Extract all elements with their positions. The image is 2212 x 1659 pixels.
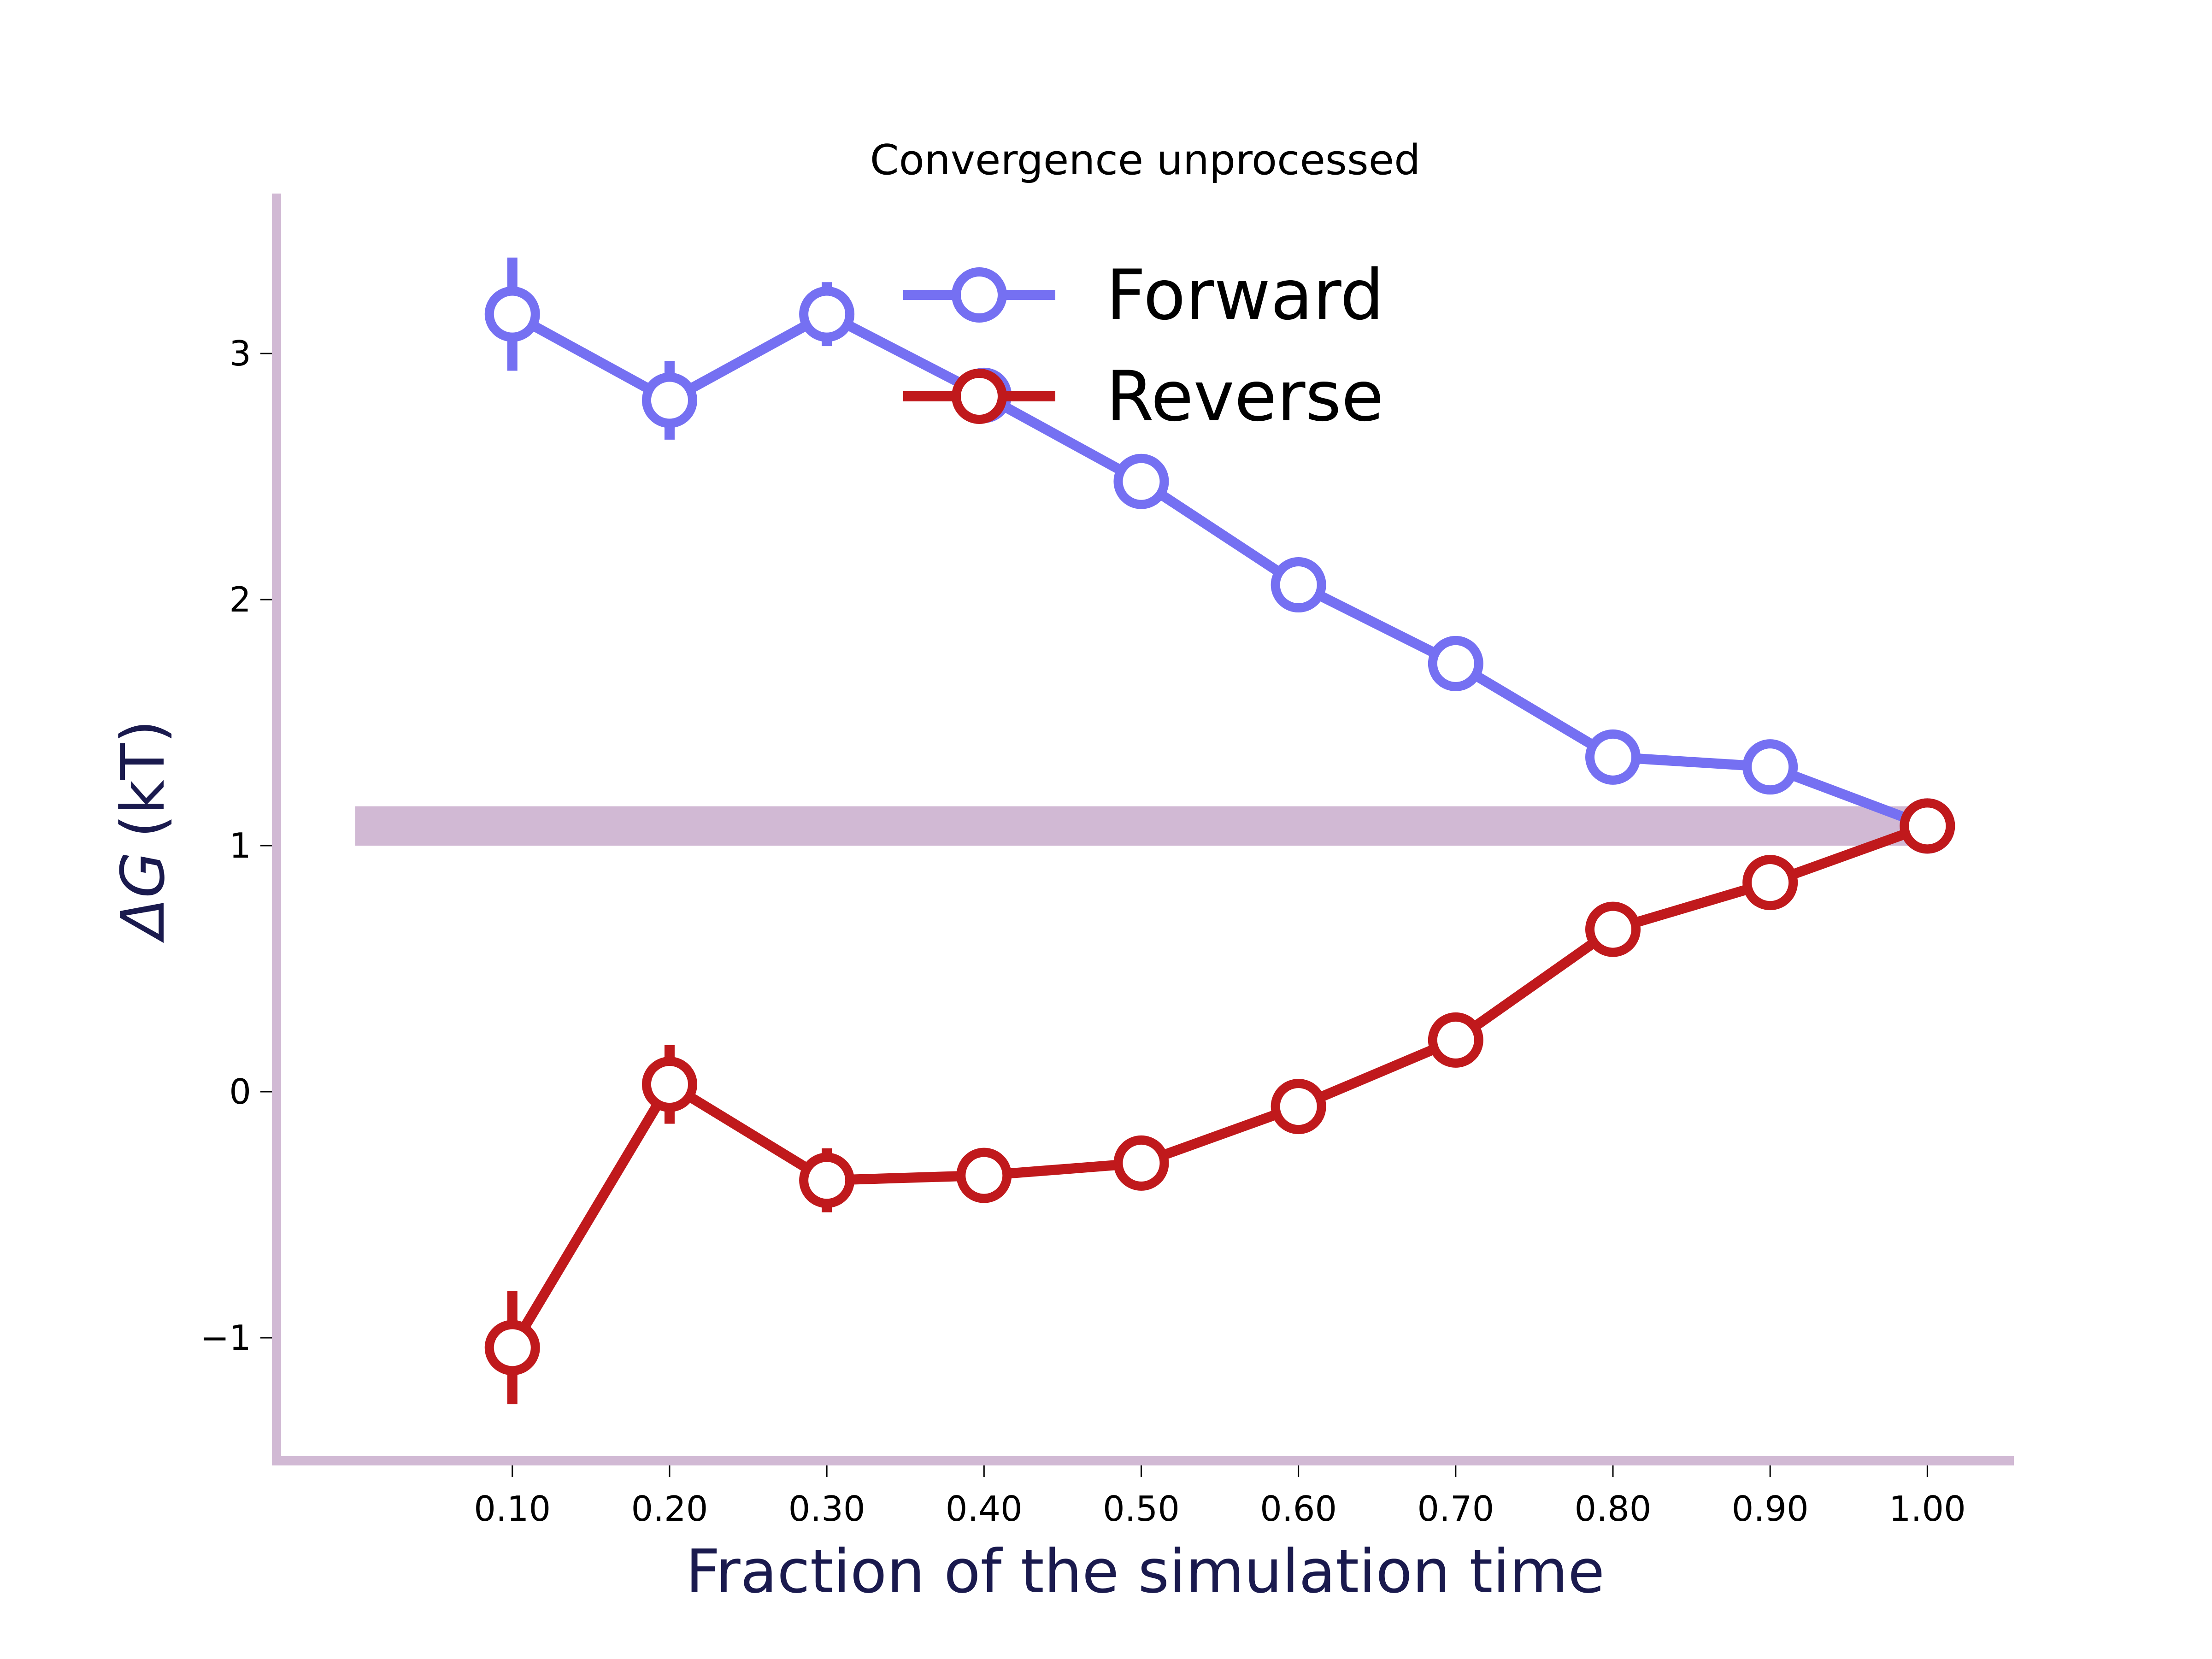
- x-tick-label: 0.80: [1575, 1488, 1652, 1529]
- y-tick-label: 3: [229, 333, 251, 374]
- legend-label-forward: Forward: [1106, 255, 1384, 335]
- data-point-forward: [641, 372, 697, 428]
- data-point-forward: [799, 286, 855, 342]
- y-axis-label-unit: (kT): [108, 720, 178, 838]
- data-point-reverse: [484, 1320, 540, 1376]
- legend-label-reverse: Reverse: [1106, 357, 1384, 437]
- data-point-forward: [1271, 557, 1326, 613]
- ticks-layer: 0.10 0.20 0.30 0.40 0.50 0.60 0.70 0.80 0.90 1.00…: [200, 333, 1965, 1529]
- x-tick-label: 0.90: [1732, 1488, 1809, 1529]
- data-point-reverse: [641, 1057, 697, 1112]
- data-point-reverse: [1742, 855, 1798, 911]
- x-tick-label: 0.60: [1260, 1488, 1337, 1529]
- data-point-reverse: [1900, 798, 1955, 854]
- y-tick-label: −1: [200, 1318, 251, 1358]
- y-axis-label: ΔG (kT): [108, 720, 178, 943]
- data-point-reverse: [1113, 1135, 1169, 1191]
- y-tick-label: 2: [229, 579, 251, 620]
- x-tick-label: 1.00: [1889, 1488, 1966, 1529]
- series-forward: [484, 257, 1955, 854]
- data-point-reverse: [1428, 1012, 1483, 1068]
- x-tick-label: 0.10: [474, 1488, 551, 1529]
- series-line-forward: [510, 309, 1930, 831]
- series-reverse: [484, 798, 1955, 1405]
- x-axis-label: Fraction of the simulation time: [686, 1536, 1605, 1606]
- chart-title: Convergence unprocessed: [870, 136, 1420, 184]
- data-point-reverse: [1585, 901, 1641, 957]
- data-point-forward: [484, 286, 540, 342]
- legend: Forward Reverse: [903, 255, 1384, 437]
- legend-marker-reverse: [952, 369, 1007, 424]
- reference-band-layer: [355, 806, 1928, 846]
- data-point-forward: [1742, 739, 1798, 795]
- data-point-reverse: [799, 1153, 855, 1208]
- reference-band: [355, 806, 1928, 846]
- data-point-forward: [1428, 635, 1483, 691]
- y-tick-label: 1: [229, 825, 251, 866]
- data-point-reverse: [1271, 1079, 1326, 1135]
- legend-marker-forward: [952, 267, 1007, 323]
- y-tick-label: 0: [229, 1071, 251, 1112]
- data-point-reverse: [956, 1147, 1012, 1203]
- x-tick-label: 0.20: [631, 1488, 708, 1529]
- x-tick-label: 0.30: [788, 1488, 865, 1529]
- data-point-forward: [1585, 729, 1641, 785]
- x-tick-label: 0.40: [946, 1488, 1023, 1529]
- series-line-reverse: [508, 821, 1930, 1351]
- y-axis-label-symbol: ΔG: [108, 852, 178, 943]
- data-point-forward: [1113, 453, 1169, 509]
- x-tick-label: 0.70: [1417, 1488, 1494, 1529]
- x-tick-label: 0.50: [1103, 1488, 1180, 1529]
- axes-layer: [272, 194, 2014, 1465]
